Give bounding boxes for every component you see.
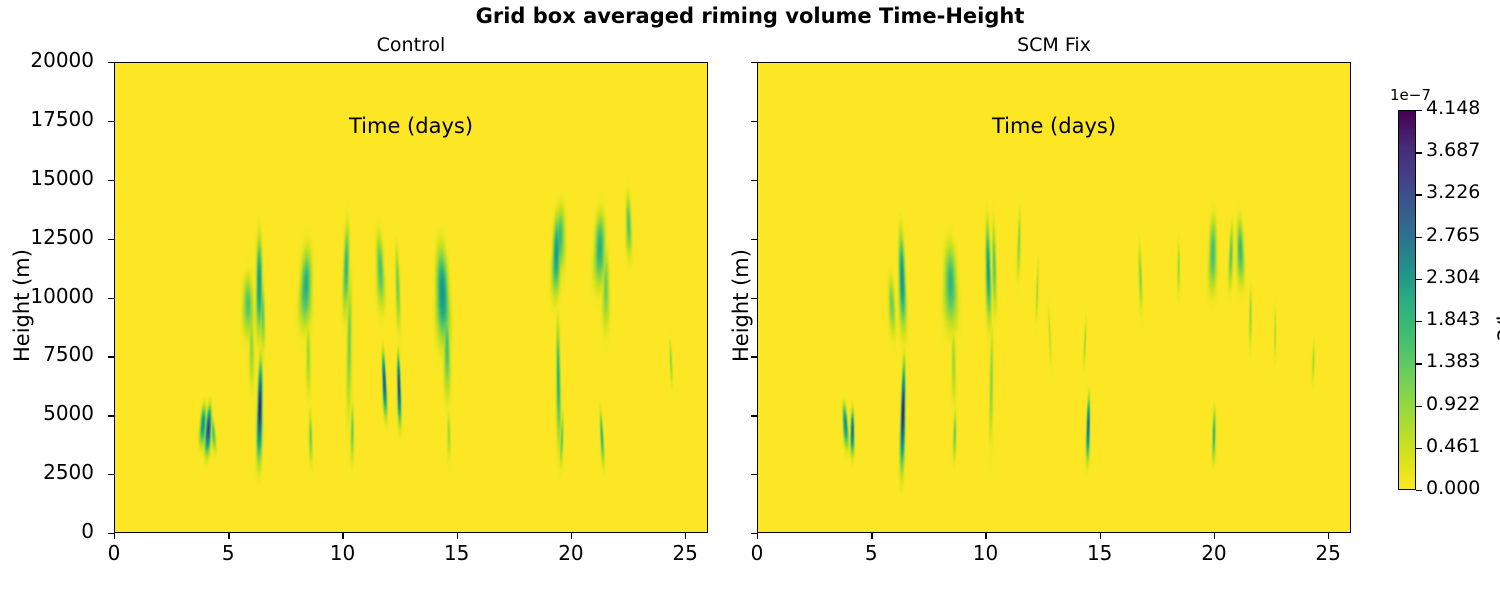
panel-scm-fix: SCM Fix Time (days) Height (m) 0 5 10 15 20 2… (729, 34, 1351, 565)
panel-control: Control Time (days) Height (m) 0 5 10 15 20 2… (10, 34, 708, 565)
colorbar-ticklabel-7: 3.226 (1426, 181, 1481, 204)
ytick-scm_fix-5 (751, 238, 757, 240)
yticklabel-control-5: 12500 (30, 224, 94, 249)
yticklabel-control-0: 0 (81, 519, 94, 543)
ytick-control-2 (108, 415, 114, 417)
xticklabel-scm_fix-1: 5 (864, 541, 878, 565)
xtick-control-4 (570, 533, 573, 539)
heatmap-control (115, 63, 707, 532)
xticklabel-control-2: 10 (329, 541, 356, 565)
colorbar-tick-2 (1416, 405, 1422, 407)
colorbar-tick-3 (1416, 363, 1422, 365)
xticklabel-control-5: 25 (672, 541, 698, 565)
xtick-control-2 (342, 533, 344, 539)
xaxis-label-scm-fix: Time (days) (991, 114, 1117, 138)
xticklabel-scm_fix-5: 25 (1315, 541, 1341, 565)
xticklabel-control-3: 15 (443, 541, 470, 565)
colorbar-tick-8 (1416, 152, 1422, 154)
ytick-scm_fix-3 (751, 356, 757, 358)
xticklabel-scm_fix-0: 0 (750, 541, 764, 565)
yticklabel-control-7: 17500 (30, 106, 94, 131)
yticklabel-control-8: 20000 (30, 48, 94, 72)
colorbar-gradient (1398, 110, 1416, 490)
xtick-control-0 (114, 533, 116, 539)
colorbar-ticklabel-2: 0.922 (1426, 392, 1481, 415)
colorbar-tick-9 (1416, 110, 1422, 112)
xticklabel-control-0: 0 (107, 541, 121, 565)
ytick-scm_fix-8 (751, 62, 757, 64)
figure-suptitle: Grid box averaged riming volume Time-Hei… (475, 4, 1025, 28)
colorbar-ticklabel-5: 2.304 (1426, 265, 1481, 288)
ytick-scm_fix-6 (751, 179, 757, 182)
ytick-scm_fix-7 (751, 120, 757, 123)
xtick-control-5 (685, 533, 687, 539)
axes-scm-fix (757, 62, 1351, 533)
ytick-scm_fix-0 (751, 533, 757, 535)
heatmap-scm_fix (758, 63, 1350, 532)
ytick-scm_fix-1 (751, 474, 757, 476)
colorbar-label: m3/kg (1494, 295, 1500, 362)
ytick-control-7 (108, 120, 114, 123)
xticklabel-scm_fix-4: 20 (1201, 541, 1227, 565)
colorbar-ticklabel-4: 1.843 (1426, 308, 1481, 331)
yticklabel-control-4: 10000 (30, 283, 94, 308)
xaxis-label-control: Time (days) (348, 114, 474, 138)
colorbar-tick-5 (1416, 278, 1422, 281)
colorbar-tick-0 (1416, 490, 1422, 492)
panel-title-control: Control (376, 34, 446, 56)
yaxis-label-scm-fix: Height (m) (729, 249, 753, 362)
colorbar-ticklabel-9: 4.148 (1426, 97, 1481, 119)
colorbar: 1e−7 m3/kg 0.000 0.461 0.922 1.383 1.843 2.30… (1390, 86, 1500, 499)
xticklabel-scm_fix-2: 10 (972, 541, 999, 565)
yticklabel-control-3: 7500 (43, 342, 94, 367)
ytick-control-0 (108, 533, 114, 535)
colorbar-offset-text: 1e−7 (1390, 86, 1431, 104)
colorbar-tick-1 (1416, 447, 1422, 450)
yticklabel-control-2: 5000 (43, 401, 94, 426)
yticklabel-control-1: 2500 (43, 460, 94, 485)
colorbar-ticklabel-8: 3.687 (1426, 139, 1481, 162)
yticklabel-control-6: 15000 (30, 165, 94, 190)
panel-title-scm-fix: SCM Fix (1017, 34, 1091, 56)
ytick-control-6 (108, 179, 114, 182)
colorbar-tick-4 (1416, 321, 1422, 323)
axes-control (114, 62, 708, 533)
xtick-scm_fix-5 (1328, 533, 1330, 539)
ytick-control-4 (108, 297, 114, 299)
xticklabel-scm_fix-3: 15 (1086, 541, 1113, 565)
xtick-scm_fix-1 (871, 533, 873, 539)
ytick-scm_fix-2 (751, 415, 757, 417)
xtick-scm_fix-2 (985, 533, 987, 539)
ytick-control-1 (108, 474, 114, 476)
ytick-control-8 (108, 62, 114, 64)
ytick-control-5 (108, 238, 114, 240)
ytick-scm_fix-4 (751, 297, 757, 299)
colorbar-tick-6 (1416, 236, 1422, 238)
colorbar-tick-7 (1416, 194, 1422, 196)
xtick-scm_fix-4 (1213, 533, 1216, 539)
ytick-control-3 (108, 356, 114, 358)
xtick-control-3 (456, 533, 458, 539)
colorbar-ticklabel-6: 2.765 (1426, 223, 1481, 246)
xticklabel-control-1: 5 (221, 541, 235, 565)
colorbar-ticklabel-1: 0.461 (1426, 434, 1481, 457)
xtick-scm_fix-3 (1099, 533, 1101, 539)
xticklabel-control-4: 20 (558, 541, 584, 565)
colorbar-ticklabel-3: 1.383 (1426, 350, 1481, 373)
colorbar-ticklabel-0: 0.000 (1426, 477, 1481, 499)
xtick-scm_fix-0 (757, 533, 759, 539)
xtick-control-1 (228, 533, 230, 539)
